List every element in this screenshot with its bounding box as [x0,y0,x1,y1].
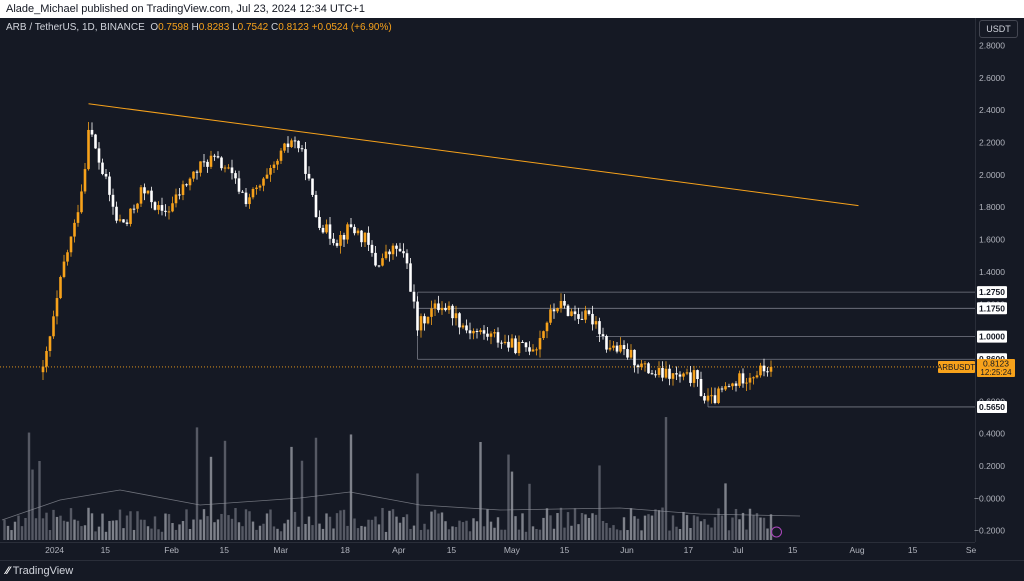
legend-open-label: O [150,22,159,33]
legend-close-label: C [271,22,279,33]
legend-close: 0.8123 [278,22,309,33]
price-axis[interactable] [975,18,1024,542]
publisher-line: Alade_Michael published on TradingView.c… [6,3,366,15]
legend-low-label: L [232,22,238,33]
legend-low: 0.7542 [237,22,269,33]
publisher-bar: Alade_Michael published on TradingView.c… [0,0,1024,18]
ohlc-legend: ARB / TetherUS, 1D, BINANCE O0.7598 H0.8… [6,22,392,33]
tv-logo-icon: ⁄⁄ [6,565,10,577]
footer: ⁄⁄ TradingView [0,560,1024,581]
tradingview-logo[interactable]: ⁄⁄ TradingView [6,565,73,577]
legend-open: 0.7598 [158,22,189,33]
chart-pane[interactable] [0,18,975,542]
brand-label: TradingView [12,565,74,577]
legend-symbol: ARB / TetherUS, 1D, BINANCE [6,22,145,33]
legend-high-label: H [191,22,199,33]
legend-change: +0.0524 (+6.90%) [311,22,392,33]
legend-high: 0.8283 [198,22,230,33]
time-axis[interactable] [0,542,975,560]
currency-button[interactable]: USDT [979,20,1018,38]
